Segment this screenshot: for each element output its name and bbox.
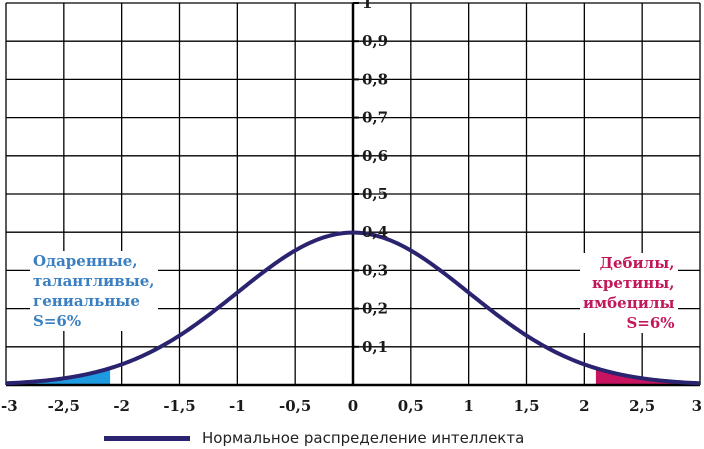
annotation-gifted-line: Одаренные,: [33, 252, 138, 270]
legend-label: Нормальное распределение интеллекта: [202, 429, 525, 447]
x-tick-label: 2,5: [629, 397, 655, 415]
shaded-regions: [6, 368, 700, 385]
series-line: [5, 230, 701, 386]
x-tick-label: -3: [1, 397, 18, 415]
x-tick-label: -1,5: [163, 397, 195, 415]
y-tick-label: 0,1: [362, 338, 388, 356]
annotation-impaired-line: имбецилы: [583, 294, 675, 312]
y-tick-label: 0,7: [362, 109, 388, 127]
x-tick-label: 1: [463, 397, 473, 415]
annotation-impaired-line: Дебилы,: [599, 254, 675, 272]
shaded-region-left: [6, 368, 111, 385]
x-tick-label: 1,5: [513, 397, 539, 415]
y-tick-label: 0,5: [362, 185, 388, 203]
legend: Нормальное распределение интеллекта: [104, 428, 524, 448]
annotation-gifted-line: гениальные: [33, 292, 140, 310]
y-tick-label: 0,9: [362, 32, 388, 50]
legend-swatch: [104, 435, 190, 441]
y-tick-label: 1: [362, 0, 372, 12]
y-tick-label: 0,2: [362, 300, 388, 318]
x-tick-label: 3: [692, 397, 702, 415]
annotation-gifted-line: S=6%: [33, 312, 82, 330]
x-tick-label: 2: [579, 397, 589, 415]
annotation-impaired-line: S=6%: [626, 314, 675, 332]
x-tick-label: -1: [229, 397, 246, 415]
annotation-gifted-line: талантливые,: [33, 272, 155, 290]
shaded-region-right: [595, 368, 700, 385]
y-tick-label: 0,4: [362, 223, 388, 241]
annotation-gifted: Одаренные, талантливые, гениальные S=6%: [30, 251, 158, 331]
x-tick-label: 0: [348, 397, 358, 415]
y-tick-label: 0,8: [362, 70, 388, 88]
x-tick-label: 0,5: [398, 397, 424, 415]
annotation-impaired-line: кретины,: [592, 274, 675, 292]
annotation-impaired: Дебилы, кретины, имбецилы S=6%: [580, 253, 678, 333]
y-tick-labels: 0,1 0,2 0,3 0,4 0,5 0,6 0,7 0,8 0,9 1: [362, 0, 388, 356]
x-tick-label: -2,5: [48, 397, 80, 415]
y-tick-label: 0,3: [362, 261, 388, 279]
x-tick-label: -0,5: [279, 397, 311, 415]
x-tick-labels: -3 -2,5 -2 -1,5 -1 -0,5 0 0,5 1 1,5 2 2,5 3: [1, 397, 702, 415]
y-tick-label: 0,6: [362, 147, 388, 165]
x-tick-label: -2: [113, 397, 130, 415]
distribution-curve: [5, 230, 701, 386]
